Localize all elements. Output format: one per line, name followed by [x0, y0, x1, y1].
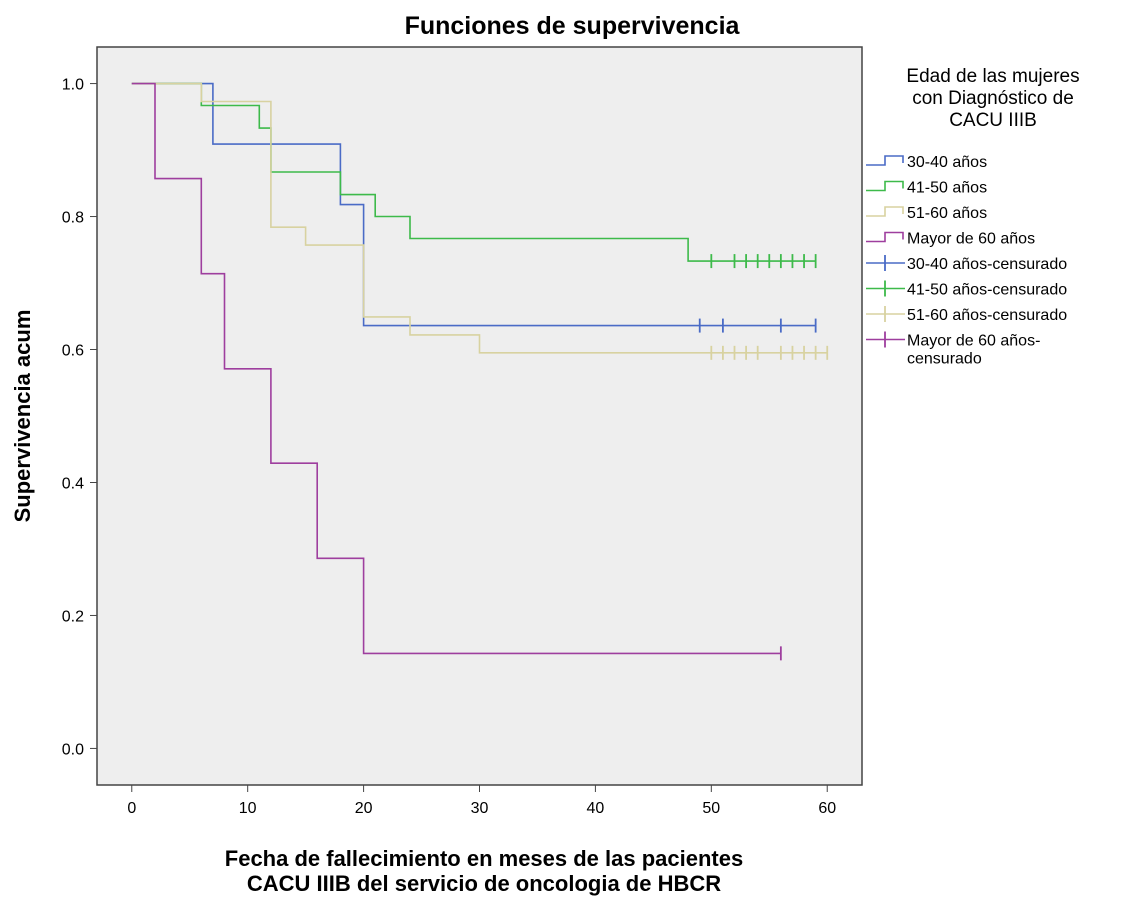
- legend-title-line: Edad de las mujeres: [906, 66, 1079, 87]
- axis-ticks: 0 10 20 30 40 50 60 0.0 0.2 0.4 0.6 0.8 1.0: [62, 77, 836, 817]
- legend-swatch: [866, 180, 904, 192]
- survival-curve-series-3: [131, 82, 828, 354]
- x-tick-label: 60: [818, 800, 836, 817]
- y-tick-label: 0.8: [62, 210, 84, 227]
- legend-title-line: CACU IIIB: [949, 110, 1037, 131]
- x-tick-label: 20: [355, 800, 373, 817]
- y-axis-title: Supervivencia acum: [10, 310, 35, 523]
- legend-label: censurado: [907, 351, 982, 368]
- y-tick-label: 0.2: [62, 608, 84, 625]
- y-tick-label: 0.6: [62, 343, 84, 360]
- plot-area: [96, 46, 863, 786]
- chart-title: Funciones de supervivencia: [405, 12, 741, 40]
- legend-swatch: [866, 155, 904, 166]
- x-tick-label: 30: [471, 800, 489, 817]
- legend-title-line: con Diagnóstico de: [912, 88, 1074, 109]
- x-tick-label: 40: [587, 800, 605, 817]
- x-axis-title-line-1: Fecha de fallecimiento en meses de las p…: [225, 846, 743, 871]
- legend-label: 30-40 años: [907, 154, 987, 171]
- y-tick-label: 0.0: [62, 741, 84, 758]
- x-tick-label: 10: [239, 800, 257, 817]
- x-axis-title-line-2: CACU IIIB del servicio de oncologia de H…: [247, 871, 721, 896]
- survival-curve-series-2: [131, 82, 816, 262]
- x-tick-label: 0: [127, 800, 136, 817]
- legend-label: 41-50 años-censurado: [907, 282, 1067, 299]
- legend-label: 41-50 años: [907, 180, 987, 197]
- legend-label: 51-60 años-censurado: [907, 307, 1067, 324]
- series-layer: [131, 82, 829, 661]
- y-tick-label: 1.0: [62, 77, 84, 94]
- legend-label: 51-60 años: [907, 205, 987, 222]
- legend-label: 30-40 años-censurado: [907, 256, 1067, 273]
- y-tick-label: 0.4: [62, 475, 84, 492]
- legend-label: Mayor de 60 años: [907, 231, 1035, 248]
- x-tick-label: 50: [702, 800, 720, 817]
- legend-swatch: [866, 231, 904, 243]
- legend-label: Mayor de 60 años-: [907, 333, 1040, 350]
- legend-swatch: [866, 206, 904, 217]
- survival-curve-series-4: [131, 82, 781, 655]
